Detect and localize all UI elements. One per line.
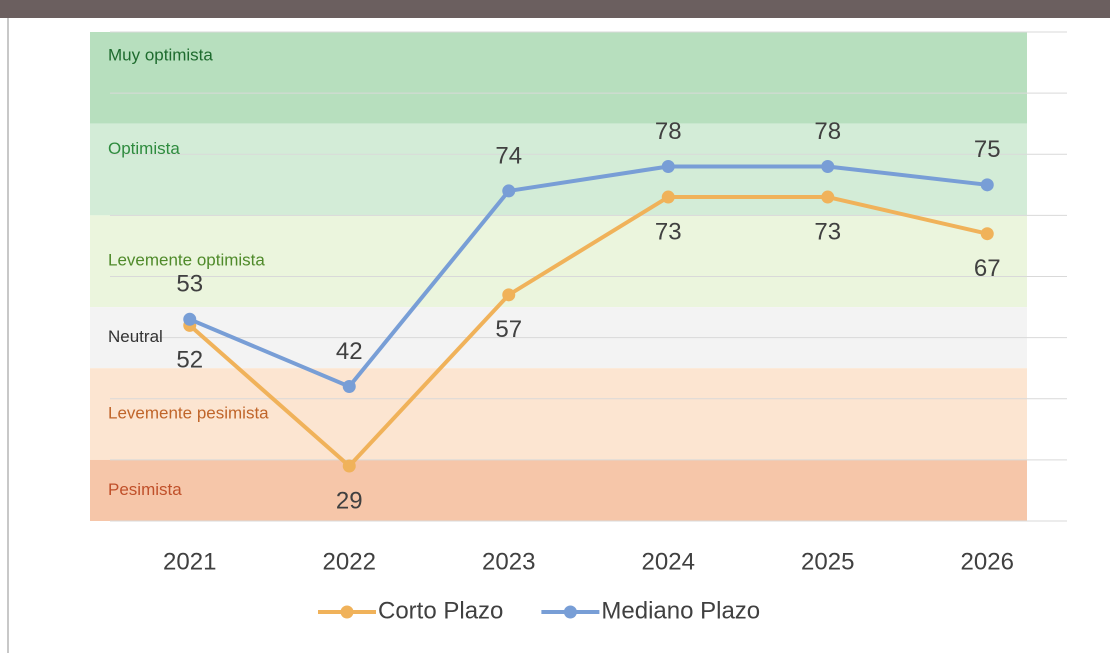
point [980,227,994,241]
band [90,368,1027,460]
legend-marker [563,605,577,619]
data-label: 73 [814,218,841,245]
band-label: Neutral [108,327,163,346]
legend-label: Mediano Plazo [601,597,760,624]
x-tick-label: 2024 [642,548,695,575]
point [821,190,835,204]
data-label: 57 [495,316,522,343]
data-label: 78 [814,118,841,145]
data-label: 73 [655,218,682,245]
band [90,123,1027,216]
point [342,380,356,394]
point [502,184,516,198]
band [90,459,1027,521]
series-line [188,195,988,468]
data-label: 52 [176,347,203,374]
x-tick-label: 2021 [163,548,216,575]
point [342,459,356,473]
data-label: 75 [974,136,1001,163]
x-tick-label: 2022 [323,548,376,575]
data-label: 74 [495,142,522,169]
data-label: 42 [336,338,363,365]
x-tick-label: 2025 [801,548,854,575]
legend-marker [340,605,354,619]
point [183,312,197,326]
point [821,159,835,173]
legend-label: Corto Plazo [378,597,503,624]
x-tick-label: 2026 [961,548,1014,575]
header-bar [0,0,1110,18]
band [90,215,1027,308]
point [661,190,675,204]
point [661,159,675,173]
band-label: Optimista [108,139,180,158]
band-label: Levemente pesimista [108,404,269,423]
band [90,32,1027,124]
data-label: 78 [655,118,682,145]
band-label: Pesimista [108,480,182,499]
band-label: Muy optimista [108,45,213,64]
series-line [188,164,988,389]
data-label: 67 [974,255,1001,282]
band-label: Levemente optimista [108,251,265,270]
data-label: 29 [336,487,363,514]
point [502,288,516,302]
data-label: 53 [176,271,203,298]
point [980,178,994,192]
x-tick-label: 2023 [482,548,535,575]
